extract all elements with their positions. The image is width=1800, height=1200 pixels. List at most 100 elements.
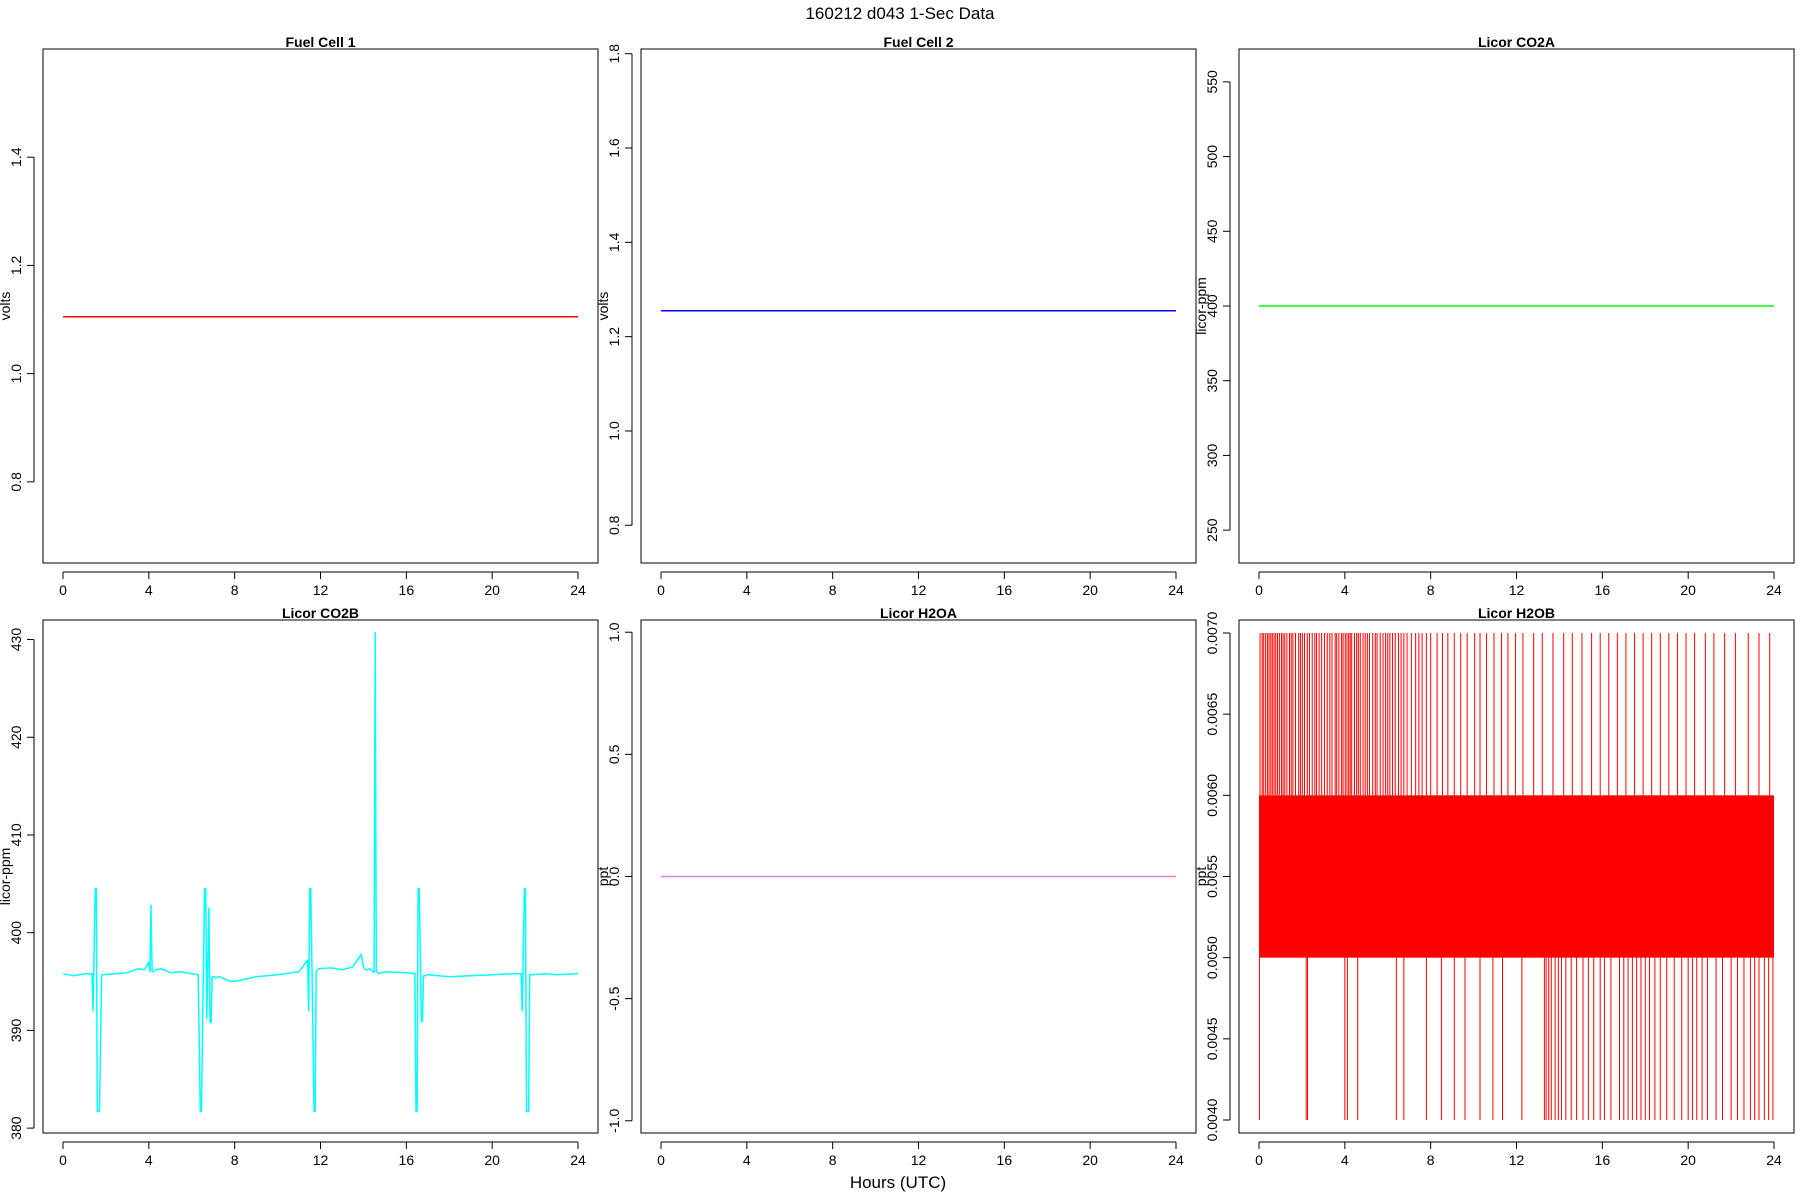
x-tick-label: 20 (1082, 582, 1098, 598)
x-tick-label: 4 (145, 1152, 153, 1168)
y-tick-label: 300 (1204, 444, 1220, 468)
y-tick-label: 400 (8, 921, 24, 945)
chart-panel: Licor CO2B 0 4 8 12 16 20 24 380 390 400 410 420 430 l… (0, 605, 599, 1168)
y-tick-label: 1.8 (606, 44, 622, 64)
panel-title: Licor H2OB (1478, 605, 1555, 621)
figure-x-axis-label: Hours (UTC) (850, 1173, 946, 1192)
x-tick-label: 20 (1680, 1152, 1696, 1168)
x-tick-label: 4 (1341, 1152, 1349, 1168)
panel-title: Fuel Cell 1 (285, 34, 355, 50)
data-band (1259, 795, 1774, 958)
x-tick-label: 16 (1595, 582, 1611, 598)
y-tick-label: -1.0 (606, 1109, 622, 1133)
x-tick-label: 24 (1168, 582, 1184, 598)
plot-frame (42, 619, 599, 1134)
y-axis-label: volts (595, 292, 611, 321)
chart-panel: Licor H2OB 0 4 8 12 16 20 24 0.0040 0.0045 0.0050 0… (1193, 605, 1795, 1168)
y-tick-label: 1.0 (606, 421, 622, 441)
x-tick-label: 20 (1082, 1152, 1098, 1168)
x-tick-label: 16 (399, 582, 415, 598)
chart-panel: Licor H2OA 0 4 8 12 16 20 24 -1.0 -0.5 0.0 0.5 1.0 pp… (595, 605, 1197, 1168)
chart-panel: Fuel Cell 1 0 4 8 12 16 20 24 0.8 1.0 1.2 1.4 volts (0, 34, 599, 598)
plot-frame (1238, 48, 1795, 564)
y-tick-label: 380 (8, 1116, 24, 1140)
x-tick-label: 4 (743, 1152, 751, 1168)
x-tick-label: 8 (231, 1152, 239, 1168)
plot-frame (640, 48, 1197, 564)
panel-title: Licor CO2A (1478, 34, 1555, 50)
y-tick-label: 1.2 (8, 255, 24, 275)
y-tick-label: 1.4 (606, 232, 622, 252)
plot-frame (42, 48, 599, 564)
x-tick-label: 4 (743, 582, 751, 598)
y-tick-label: 1.6 (606, 138, 622, 158)
panel-title: Fuel Cell 2 (883, 34, 953, 50)
y-tick-label: 0.0065 (1204, 693, 1220, 736)
x-tick-label: 8 (829, 582, 837, 598)
y-tick-label: 550 (1204, 70, 1220, 94)
figure-title: 160212 d043 1-Sec Data (805, 4, 995, 23)
x-tick-label: 0 (59, 582, 67, 598)
x-tick-label: 8 (231, 582, 239, 598)
plot-frame (640, 619, 1197, 1134)
x-tick-label: 24 (1766, 582, 1782, 598)
x-tick-label: 16 (997, 1152, 1013, 1168)
x-tick-label: 4 (1341, 582, 1349, 598)
y-tick-label: 0.0050 (1204, 936, 1220, 979)
x-tick-label: 24 (570, 582, 586, 598)
y-axis-label: volts (0, 292, 13, 321)
y-tick-label: 0.0 (606, 867, 622, 887)
x-tick-label: 24 (1766, 1152, 1782, 1168)
panel-title: Licor CO2B (282, 605, 359, 621)
x-tick-label: 12 (911, 1152, 927, 1168)
y-axis-label: licor-ppm (1193, 277, 1209, 335)
x-tick-label: 16 (399, 1152, 415, 1168)
x-tick-label: 8 (1427, 582, 1435, 598)
x-tick-label: 8 (829, 1152, 837, 1168)
y-axis-label: ppt (595, 867, 611, 887)
y-tick-label: 0.8 (606, 515, 622, 535)
x-tick-label: 0 (1255, 582, 1263, 598)
y-tick-label: 0.0070 (1204, 611, 1220, 654)
x-tick-label: 12 (1509, 1152, 1525, 1168)
x-tick-label: 8 (1427, 1152, 1435, 1168)
y-tick-label: 350 (1204, 369, 1220, 393)
x-tick-label: 12 (911, 582, 927, 598)
y-tick-label: 410 (8, 823, 24, 847)
y-tick-label: 0.0045 (1204, 1017, 1220, 1060)
y-tick-label: 1.2 (606, 327, 622, 347)
x-tick-label: 20 (484, 582, 500, 598)
y-tick-label: 400 (1204, 294, 1220, 318)
y-tick-label: 0.8 (8, 472, 24, 492)
y-tick-label: 0.0040 (1204, 1098, 1220, 1141)
y-axis-label: licor-ppm (0, 848, 13, 906)
x-tick-label: 0 (59, 1152, 67, 1168)
y-tick-label: 1.4 (8, 147, 24, 167)
y-tick-label: 1.0 (8, 364, 24, 384)
y-axis-label: ppt (1193, 867, 1209, 887)
x-tick-label: 24 (570, 1152, 586, 1168)
x-tick-label: 0 (657, 582, 665, 598)
y-tick-label: 0.5 (606, 744, 622, 764)
data-series-line (62, 631, 579, 1113)
x-tick-label: 0 (1255, 1152, 1263, 1168)
chart-panel: Fuel Cell 2 0 4 8 12 16 20 24 0.8 1.0 1.2 1.4 1.6 1.8… (595, 34, 1197, 598)
x-tick-label: 16 (997, 582, 1013, 598)
y-tick-label: 0.0060 (1204, 774, 1220, 817)
y-tick-label: -0.5 (606, 986, 622, 1010)
y-tick-label: 390 (8, 1019, 24, 1043)
chart-panel: Licor CO2A 0 4 8 12 16 20 24 250 300 350 400 450 500 5… (1193, 34, 1795, 598)
y-tick-label: 450 (1204, 219, 1220, 243)
x-tick-label: 20 (484, 1152, 500, 1168)
y-tick-label: 420 (8, 725, 24, 749)
x-tick-label: 20 (1680, 582, 1696, 598)
y-tick-label: 1.0 (606, 622, 622, 642)
x-tick-label: 16 (1595, 1152, 1611, 1168)
x-tick-label: 0 (657, 1152, 665, 1168)
y-tick-label: 430 (8, 628, 24, 652)
x-tick-label: 4 (145, 582, 153, 598)
panel-title: Licor H2OA (880, 605, 957, 621)
y-tick-label: 0.0055 (1204, 855, 1220, 898)
x-tick-label: 12 (313, 582, 329, 598)
x-tick-label: 24 (1168, 1152, 1184, 1168)
